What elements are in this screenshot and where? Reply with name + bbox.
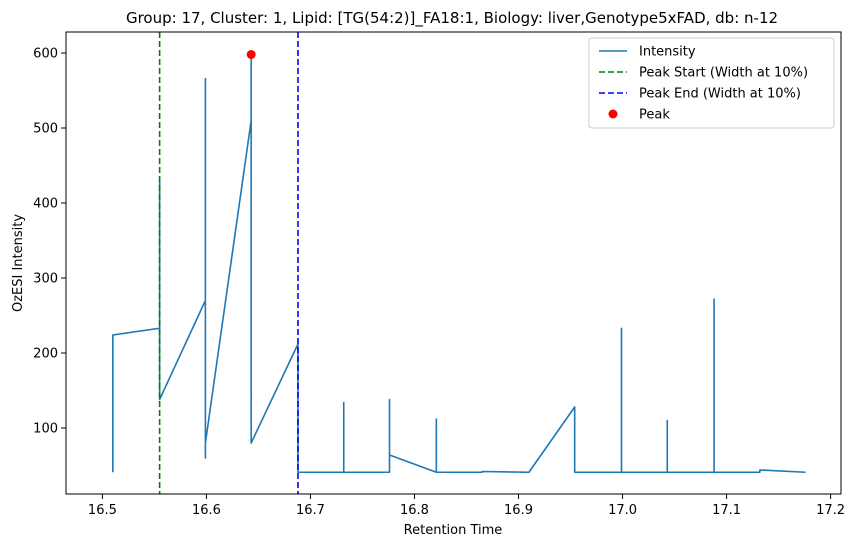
legend-handle-peak (608, 109, 618, 119)
y-tick-label: 300 (33, 272, 58, 287)
x-tick-label: 16.5 (88, 503, 117, 518)
x-axis-label: Retention Time (404, 523, 503, 538)
y-tick-label: 100 (33, 422, 58, 437)
y-tick-label: 400 (33, 197, 58, 212)
y-axis-label: OzESI Intensity (11, 214, 26, 312)
plot-frame (65, 31, 842, 495)
y-axis: 100 200 300 400 500 600 (33, 47, 66, 437)
x-tick-label: 16.6 (192, 503, 221, 518)
x-tick-label: 16.7 (296, 503, 325, 518)
intensity-line (112, 53, 806, 474)
y-tick-label: 600 (33, 47, 58, 62)
x-tick-label: 17.1 (712, 503, 741, 518)
x-tick-label: 17.0 (608, 503, 637, 518)
legend-entry-label: Intensity (639, 45, 696, 60)
peak-marker (246, 50, 256, 59)
x-tick-label: 17.2 (816, 503, 845, 518)
legend: Intensity Peak Start (Width at 10%) Peak E… (588, 37, 835, 129)
legend-entry-label: Peak Start (Width at 10%) (639, 66, 808, 81)
legend-entry-label: Peak End (Width at 10%) (639, 87, 801, 102)
y-tick-label: 200 (33, 347, 58, 362)
chart-title: Group: 17, Cluster: 1, Lipid: [TG(54:2)]… (126, 9, 778, 28)
x-axis: 16.5 16.6 16.7 16.8 16.9 17.0 17.1 17.2 (88, 494, 845, 518)
legend-box (588, 37, 835, 129)
x-tick-label: 16.9 (504, 503, 533, 518)
legend-entry-label: Peak (639, 108, 670, 123)
x-tick-label: 16.8 (400, 503, 429, 518)
y-tick-label: 500 (33, 122, 58, 137)
